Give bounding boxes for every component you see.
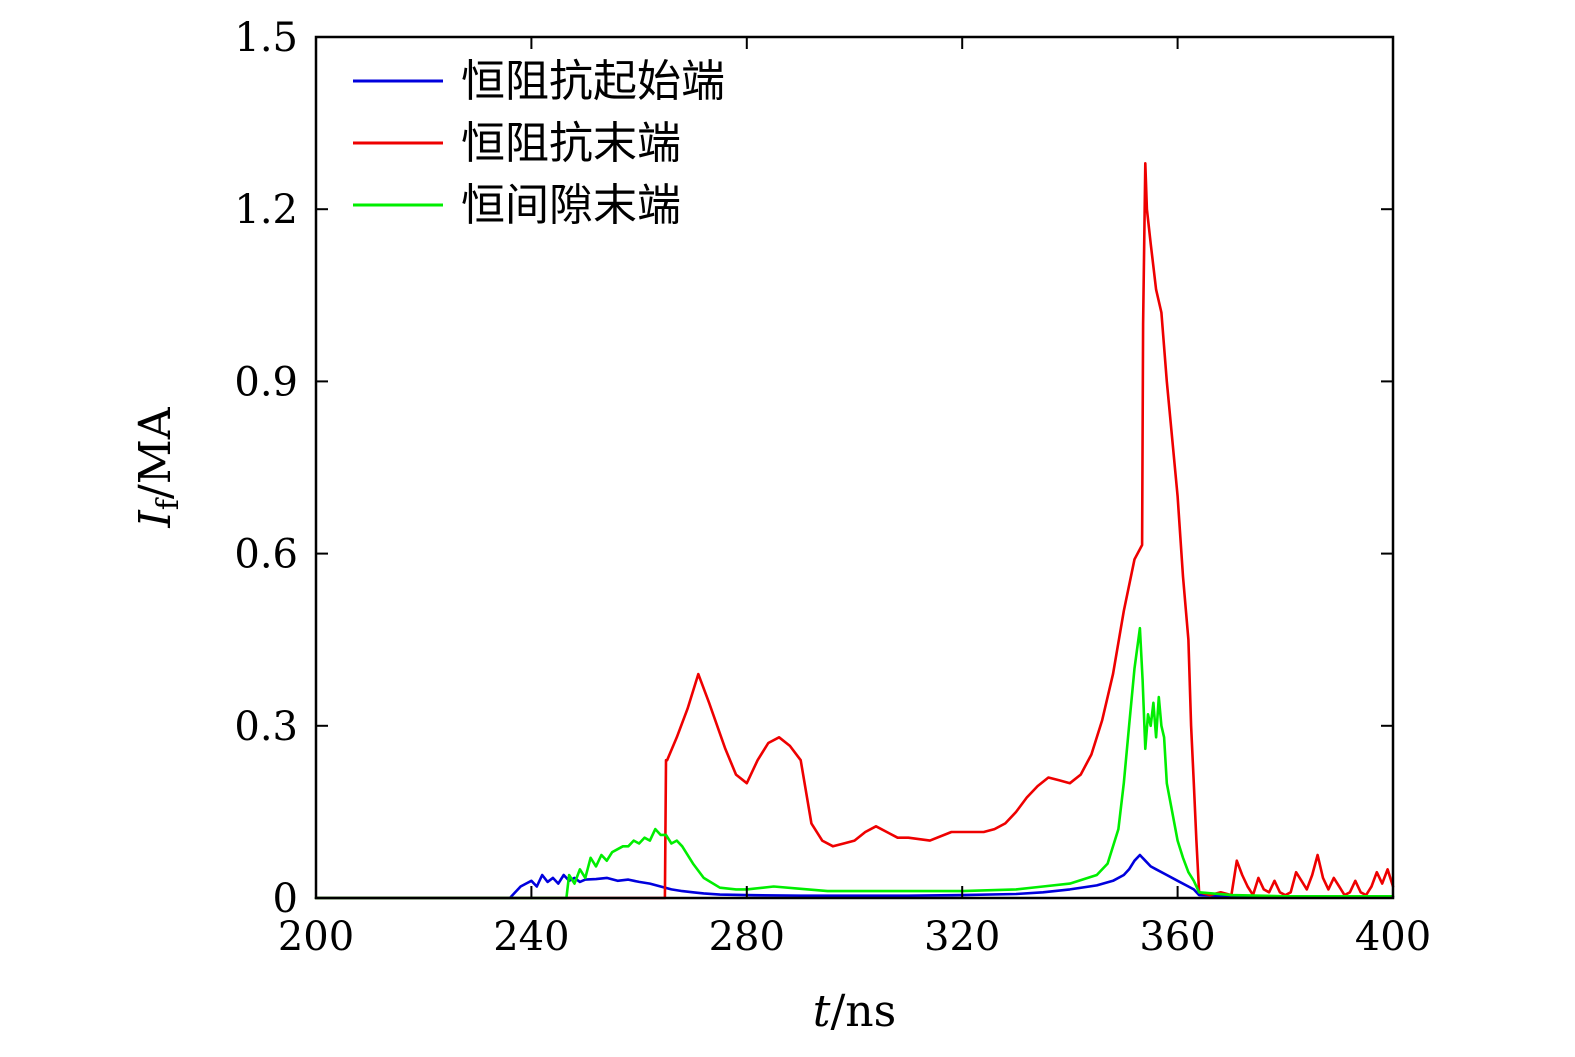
x-tick-label: 360 [1139,914,1215,960]
y-tick-label: 0.3 [234,704,298,750]
y-tick-label: 0.9 [234,359,298,405]
x-tick-label: 280 [709,914,785,960]
legend-label-1: 恒阻抗起始端 [461,56,725,107]
series-line-3 [314,626,1395,900]
y-axis-unit: /MA [130,406,181,499]
legend-label-3: 恒间隙末端 [461,180,681,231]
series-line-1 [314,853,1395,900]
x-tick-label: 400 [1355,914,1431,960]
x-axis-variable: t [813,986,831,1037]
plot-frame [314,35,1395,900]
ticks-layer [315,36,1394,899]
y-tick-label: 1.5 [234,15,298,61]
x-axis-title: t/ns [813,986,896,1037]
series-line-2 [314,162,1395,900]
series-layer [314,162,1395,900]
y-axis-subscript: f [151,497,186,510]
y-tick-label: 0 [273,876,298,922]
x-axis-unit: /ns [830,986,896,1037]
y-axis-variable: I [130,509,181,529]
legend-label-2: 恒阻抗末端 [461,118,681,169]
x-tick-label: 200 [278,914,354,960]
tick-labels-layer: 200 240 280 320 360 400 0 0.3 0.6 0.9 1.2 1.5 [234,15,1431,960]
x-tick-label: 240 [493,914,569,960]
y-tick-label: 0.6 [234,532,298,578]
y-axis-title: If/MA [130,406,186,528]
x-tick-label: 320 [924,914,1000,960]
y-tick-label: 1.2 [234,187,298,233]
